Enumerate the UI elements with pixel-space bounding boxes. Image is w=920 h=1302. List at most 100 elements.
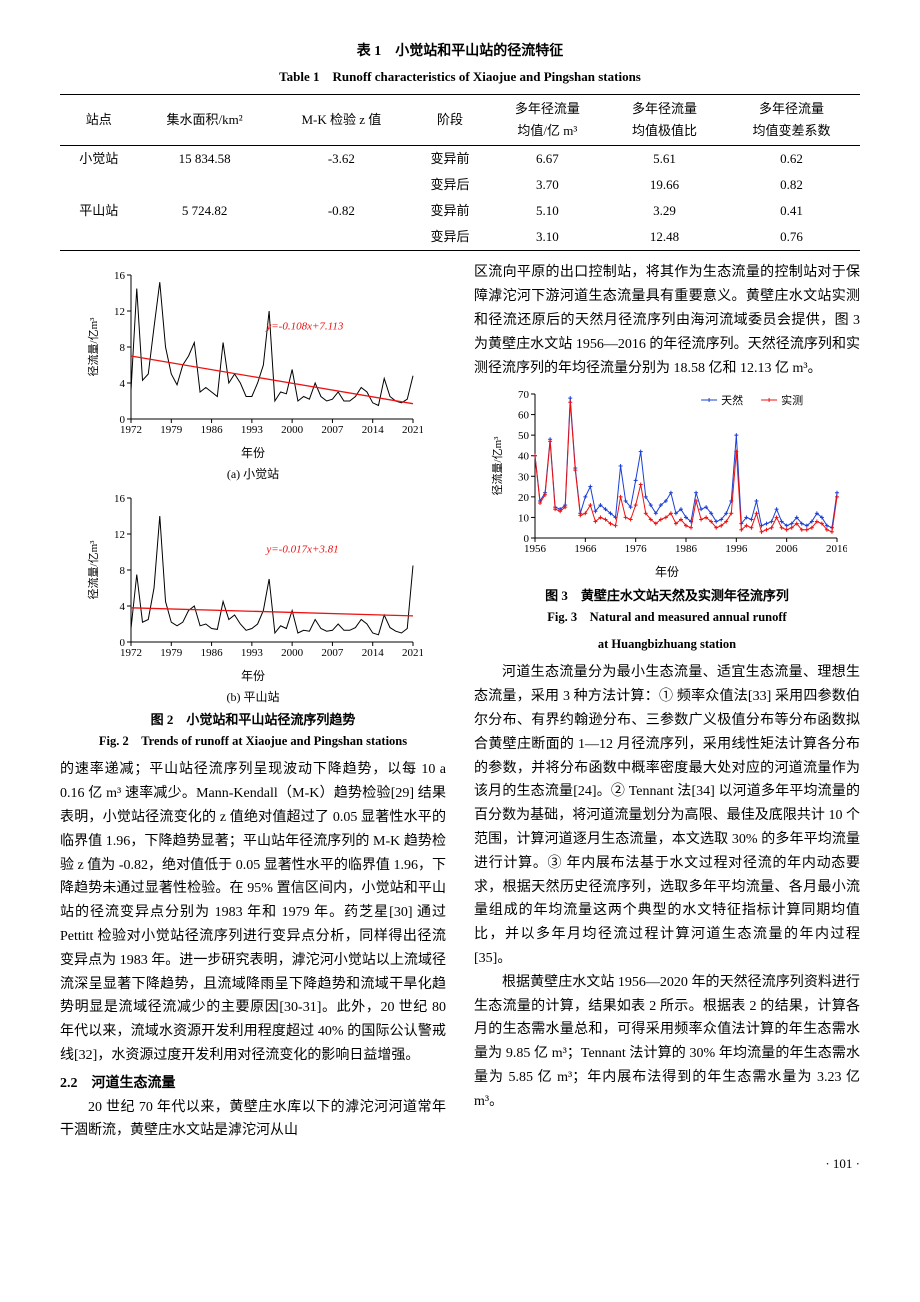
svg-text:2000: 2000 [281,647,304,659]
left-para-2: 20 世纪 70 年代以来，黄壁庄水库以下的滹沱河河道常年干涸断流，黄壁庄水文站… [60,1096,446,1144]
fig3-cap-cn: 图 3 黄壁庄水文站天然及实测年径流序列 [474,585,860,607]
svg-text:1986: 1986 [675,543,698,555]
table1-cell [138,224,272,251]
svg-text:1986: 1986 [201,647,224,659]
svg-text:天然: 天然 [721,393,743,407]
table1-cell: 变异后 [411,172,489,198]
svg-text:2007: 2007 [321,647,344,659]
table1-cell: 12.48 [606,224,723,251]
svg-text:径流量/亿m³: 径流量/亿m³ [86,317,100,377]
fig2-a-sub: (a) 小觉站 [60,464,446,484]
right-para-1: 区流向平原的出口控制站，将其作为生态流量的控制站对于保障滹沱河下游河道生态流量具… [474,261,860,380]
svg-text:2000: 2000 [281,424,304,436]
table1-cell: 0.82 [723,172,860,198]
svg-text:1993: 1993 [241,424,264,436]
svg-text:1993: 1993 [241,647,264,659]
table1-cell: 变异前 [411,198,489,224]
svg-text:1966: 1966 [574,543,597,555]
svg-text:70: 70 [518,389,530,401]
table1-title-cn: 表 1 小觉站和平山站的径流特征 [60,40,860,64]
table1-cell: 5.61 [606,146,723,173]
fig3-chart: 0102030405060701956196619761986199620062… [487,386,847,556]
svg-text:8: 8 [120,342,126,354]
table1-cell: 平山站 [60,198,138,224]
svg-text:8: 8 [120,565,126,577]
fig2-b-xlabel: 年份 [60,666,446,686]
table1-title-en: Table 1 Runoff characteristics of Xiaoju… [60,66,860,88]
fig2-cap-en: Fig. 2 Trends of runoff at Xiaojue and P… [60,731,446,752]
table1-header: M-K 检验 z 值 [272,94,412,145]
svg-text:y=-0.108x+7.113: y=-0.108x+7.113 [265,321,343,333]
svg-text:30: 30 [518,472,530,484]
table1-cell: 0.76 [723,224,860,251]
svg-text:60: 60 [518,410,530,422]
table1-header: 多年径流量均值变差系数 [723,94,860,145]
table1-cell: 3.70 [489,172,606,198]
table1-cell [60,224,138,251]
fig2-b-sub: (b) 平山站 [60,687,446,707]
svg-text:2016: 2016 [826,543,847,555]
svg-text:1979: 1979 [160,647,183,659]
svg-text:20: 20 [518,492,530,504]
table1-cell [272,224,412,251]
table1-cell: 19.66 [606,172,723,198]
table1-cell: 6.67 [489,146,606,173]
svg-text:40: 40 [518,451,530,463]
fig2-a-xlabel: 年份 [60,443,446,463]
fig3-xlabel: 年份 [474,562,860,582]
svg-text:50: 50 [518,431,530,443]
svg-text:12: 12 [114,529,125,541]
svg-text:2014: 2014 [362,424,385,436]
svg-text:1979: 1979 [160,424,183,436]
svg-text:径流量/亿m³: 径流量/亿m³ [490,436,504,496]
table1-header: 多年径流量均值/亿 m³ [489,94,606,145]
table1: 站点集水面积/km²M-K 检验 z 值阶段多年径流量均值/亿 m³多年径流量均… [60,94,860,252]
table1-cell: -0.82 [272,198,412,224]
svg-text:实测: 实测 [781,393,803,407]
svg-text:4: 4 [120,601,126,613]
table1-header: 阶段 [411,94,489,145]
svg-text:1972: 1972 [120,647,142,659]
left-column: 048121619721979198619932000200720142021径… [60,261,446,1143]
svg-text:10: 10 [518,513,530,525]
svg-text:1996: 1996 [725,543,748,555]
fig3-cap-en2: at Huangbizhuang station [474,634,860,655]
table1-cell: 3.10 [489,224,606,251]
svg-text:y=-0.017x+3.81: y=-0.017x+3.81 [265,544,338,556]
svg-text:1976: 1976 [625,543,648,555]
right-para-2: 河道生态流量分为最小生态流量、适宜生态流量、理想生态流量，采用 3 种方法计算：… [474,661,860,970]
svg-text:1986: 1986 [201,424,224,436]
left-para-1: 的速率递减；平山站径流序列呈现波动下降趋势，以每 10 a 0.16 亿 m³ … [60,758,446,1067]
table1-cell: 15 834.58 [138,146,272,173]
table1-header: 多年径流量均值极值比 [606,94,723,145]
svg-text:2014: 2014 [362,647,385,659]
table1-cell [272,172,412,198]
right-column: 区流向平原的出口控制站，将其作为生态流量的控制站对于保障滹沱河下游河道生态流量具… [474,261,860,1143]
svg-text:2007: 2007 [321,424,344,436]
table1-cell: 5.10 [489,198,606,224]
svg-text:1972: 1972 [120,424,142,436]
table1-cell: 5 724.82 [138,198,272,224]
table1-header: 站点 [60,94,138,145]
table1-header: 集水面积/km² [138,94,272,145]
svg-text:2021: 2021 [402,647,423,659]
fig3-cap-en1: Fig. 3 Natural and measured annual runof… [474,607,860,628]
svg-text:2006: 2006 [776,543,799,555]
page-number: · 101 · [60,1153,860,1175]
svg-text:1956: 1956 [524,543,547,555]
table1-cell: 变异前 [411,146,489,173]
svg-text:12: 12 [114,306,125,318]
table1-cell [138,172,272,198]
fig2-cap-cn: 图 2 小觉站和平山站径流序列趋势 [60,709,446,731]
table1-cell [60,172,138,198]
right-para-3: 根据黄壁庄水文站 1956—2020 年的天然径流序列资料进行生态流量的计算，结… [474,971,860,1114]
svg-text:径流量/亿m³: 径流量/亿m³ [86,540,100,600]
section-2-2: 2.2 河道生态流量 [60,1072,446,1096]
table1-cell: 小觉站 [60,146,138,173]
table1-cell: 3.29 [606,198,723,224]
table1-cell: 变异后 [411,224,489,251]
svg-text:16: 16 [114,493,126,505]
svg-text:4: 4 [120,378,126,390]
fig2-a-chart: 048121619721979198619932000200720142021径… [83,267,423,437]
table1-cell: 0.62 [723,146,860,173]
